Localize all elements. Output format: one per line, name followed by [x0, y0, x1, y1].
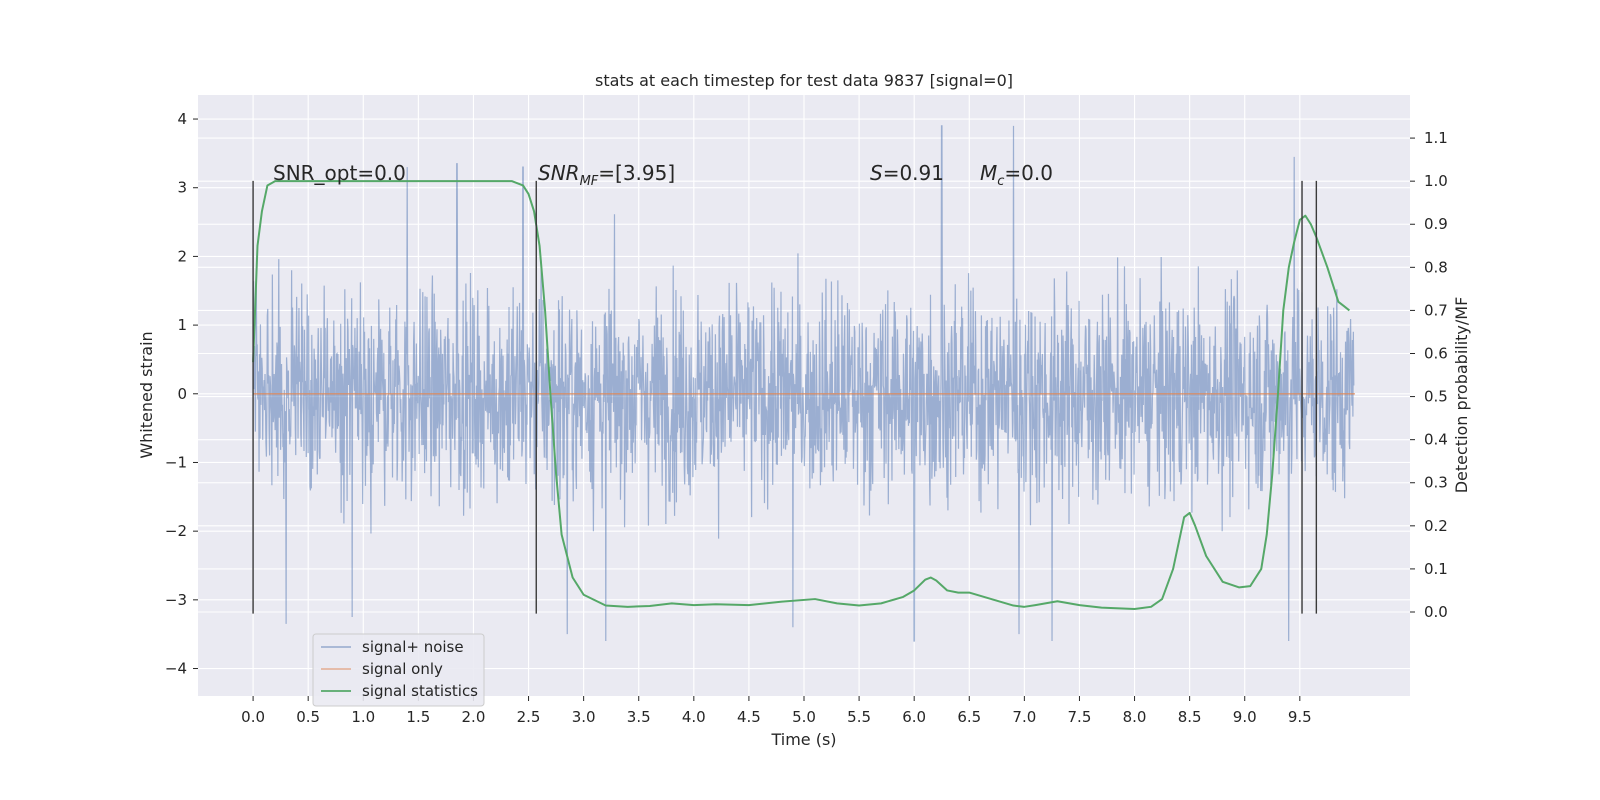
vertical-markers	[252, 180, 1318, 614]
tick-marks	[193, 118, 1415, 701]
x-tick-label: 1.0	[351, 708, 375, 726]
y-tick-label: −1	[165, 453, 187, 471]
x-tick-label: 4.5	[737, 708, 761, 726]
legend-box	[312, 633, 485, 707]
legend-label-signal-only: signal only	[362, 660, 443, 678]
y2-tick-label: 0.8	[1424, 258, 1448, 276]
y2-tick-label: 0.7	[1424, 301, 1448, 319]
x-tick-label: 8.5	[1178, 708, 1202, 726]
y-tick-label: −3	[165, 591, 187, 609]
annotations: SNR_opt=0.0 SNRMF=[3.95] S=0.91 Mc=0.0	[273, 161, 1053, 189]
y-tick-label: 1	[177, 316, 187, 334]
series-lines	[252, 180, 1355, 610]
x-tick-label: 7.5	[1068, 708, 1092, 726]
annotation-snr-opt: SNR_opt=0.0	[273, 161, 406, 185]
y-tick-label: −2	[165, 522, 187, 540]
x-tick-label: 7.0	[1012, 708, 1036, 726]
x-axis-title: Time (s)	[770, 730, 836, 749]
x-tick-label: 2.5	[517, 708, 541, 726]
y2-tick-label: 1.1	[1424, 129, 1448, 147]
x-tick-label: 3.0	[572, 708, 596, 726]
signal-plus-noise-series	[252, 125, 1355, 642]
y-tick-label: −4	[165, 660, 187, 678]
signal-plus-noise-line	[252, 125, 1355, 642]
x-tick-label: 0.0	[241, 708, 265, 726]
y2-tick-label: 0.6	[1424, 344, 1448, 362]
signal-statistics-line	[252, 180, 1351, 610]
y2-tick-label: 0.2	[1424, 517, 1448, 535]
annotation-mc: Mc=0.0	[980, 161, 1053, 189]
x-tick-label: 5.0	[792, 708, 816, 726]
annotation-snr-mf: SNRMF=[3.95]	[538, 161, 675, 189]
y2-axis-title: Detection probability/MF	[1452, 297, 1471, 494]
legend-label-signal-statistics: signal statistics	[362, 682, 478, 700]
legend: signal+ noise signal only signal statist…	[312, 633, 485, 707]
x-tick-label: 4.0	[682, 708, 706, 726]
x-tick-label: 9.5	[1288, 708, 1312, 726]
annotation-s: S=0.91	[870, 161, 944, 185]
y-tick-label: 0	[177, 385, 187, 403]
y-tick-label: 3	[177, 179, 187, 197]
y-tick-label: 4	[177, 110, 187, 128]
y2-tick-label: 0.4	[1424, 431, 1448, 449]
x-tick-label: 5.5	[847, 708, 871, 726]
x-tick-label: 8.0	[1123, 708, 1147, 726]
y2-tick-label: 0.1	[1424, 560, 1448, 578]
x-tick-label: 2.0	[462, 708, 486, 726]
y2-tick-label: 0.9	[1424, 215, 1448, 233]
y2-tick-label: 0.5	[1424, 388, 1448, 406]
x-tick-label: 1.5	[406, 708, 430, 726]
legend-label-signal-noise: signal+ noise	[362, 638, 464, 656]
x-tick-label: 6.0	[902, 708, 926, 726]
y-tick-label: 2	[177, 247, 187, 265]
x-tick-label: 6.5	[957, 708, 981, 726]
y2-tick-label: 0.0	[1424, 603, 1448, 621]
x-tick-label: 9.0	[1233, 708, 1257, 726]
x-tick-label: 0.5	[296, 708, 320, 726]
y2-tick-label: 1.0	[1424, 172, 1448, 190]
y2-tick-label: 0.3	[1424, 474, 1448, 492]
chart-title: stats at each timestep for test data 983…	[595, 71, 1013, 90]
x-tick-label: 3.5	[627, 708, 651, 726]
y-axis-title: Whitened strain	[137, 331, 156, 458]
